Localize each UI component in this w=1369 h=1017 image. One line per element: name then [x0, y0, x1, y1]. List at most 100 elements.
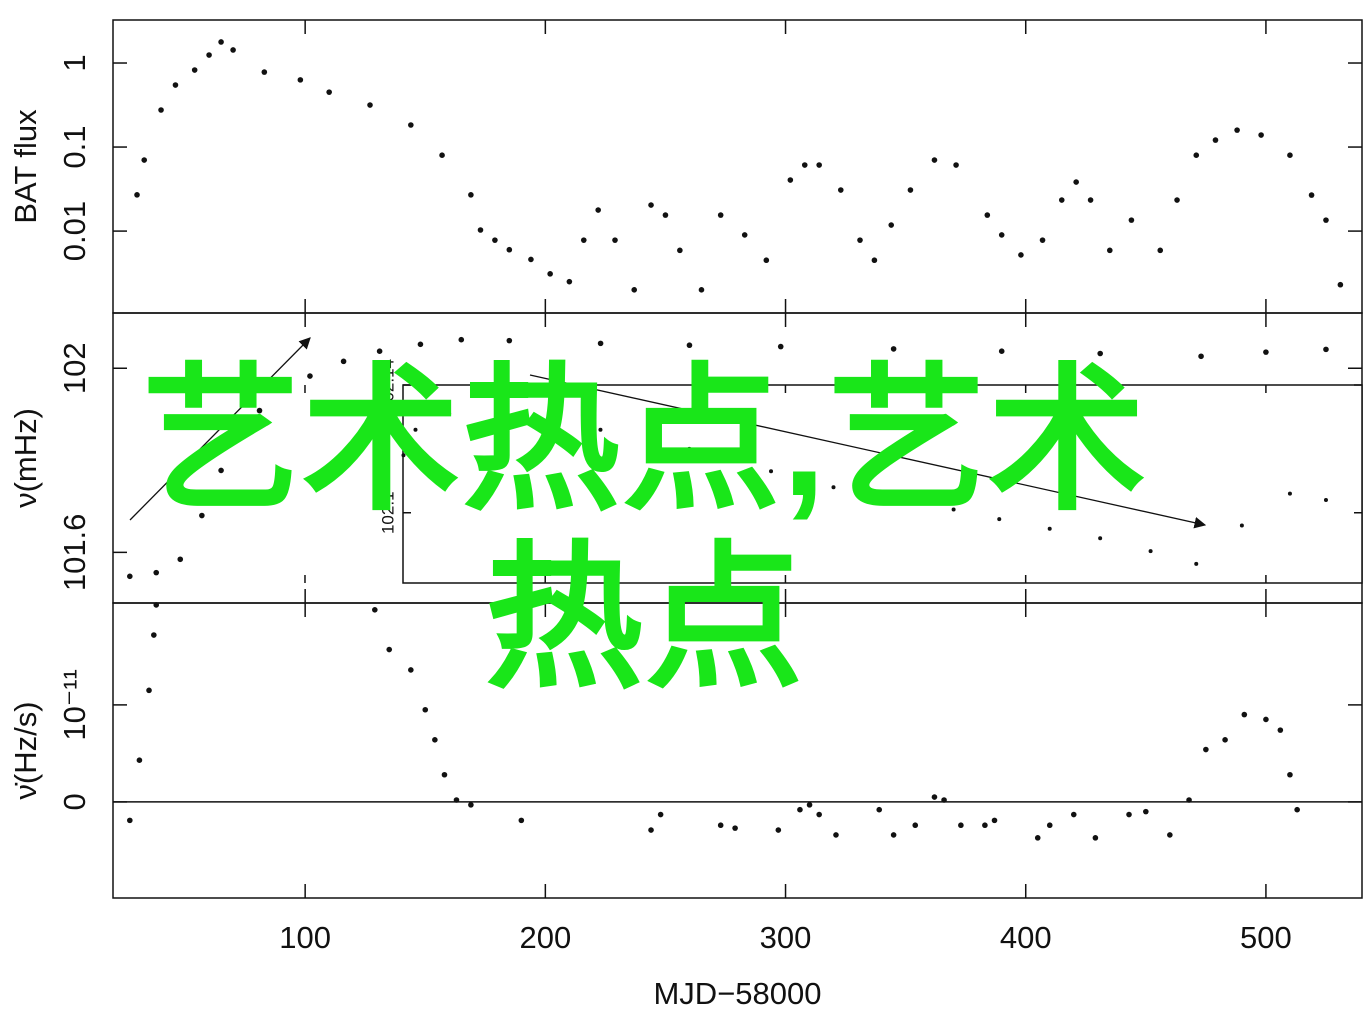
y-axis-label: ν̇(Hz/s) [8, 701, 43, 799]
data-point [1323, 497, 1328, 502]
data-point [741, 232, 748, 238]
data-point [1287, 771, 1293, 778]
data-point [890, 832, 897, 838]
y-tick-label: 102.14 [378, 359, 397, 411]
data-point [401, 453, 406, 458]
data-point [1087, 197, 1094, 203]
y-tick-label: 102.1 [378, 491, 397, 534]
data-point [806, 802, 813, 808]
data-point [857, 237, 863, 243]
data-point [801, 162, 808, 168]
data-point [597, 340, 604, 347]
data-point [1241, 711, 1248, 718]
data-point [1263, 349, 1269, 355]
x-tick-label: 100 [279, 920, 331, 955]
data-point [1034, 835, 1041, 841]
data-point [1294, 806, 1300, 813]
data-point [951, 507, 956, 512]
data-point [495, 418, 500, 423]
data-point [687, 446, 692, 451]
data-point [1263, 716, 1269, 723]
data-point [439, 152, 445, 158]
y-tick-label: 101.6 [57, 514, 92, 592]
data-point [777, 343, 784, 350]
data-point [1323, 217, 1329, 223]
data-point [898, 497, 903, 502]
data-point [797, 806, 803, 813]
data-point [595, 207, 601, 213]
data-point [413, 427, 418, 432]
data-point [468, 802, 474, 808]
data-point [686, 342, 693, 349]
data-point [422, 706, 429, 713]
data-point [172, 82, 179, 88]
data-point [453, 797, 460, 803]
y-tick-label: 0 [57, 793, 92, 810]
data-point [991, 817, 998, 824]
plot-frame [112, 602, 1363, 899]
data-point [1073, 179, 1079, 185]
data-point [1323, 346, 1329, 353]
data-point [1193, 152, 1200, 158]
data-point [386, 646, 393, 653]
data-point [763, 257, 770, 264]
data-point [376, 348, 383, 355]
y-tick-label: 102 [57, 342, 92, 394]
data-point [477, 227, 484, 233]
data-point [566, 278, 573, 285]
data-point [1277, 727, 1284, 733]
plot-frame [402, 384, 1363, 584]
data-point [1126, 811, 1132, 818]
data-point [1222, 737, 1228, 743]
data-point [998, 232, 1005, 238]
data-point [218, 39, 224, 45]
data-point [1287, 491, 1292, 496]
data-point [127, 573, 133, 580]
arrow [529, 374, 1207, 529]
data-point [1047, 526, 1052, 531]
data-point [769, 469, 774, 474]
data-point [492, 237, 498, 243]
data-point [953, 162, 959, 168]
data-point [1143, 808, 1149, 815]
y-axis-label: ν(mHz) [8, 408, 43, 508]
data-point [468, 192, 474, 198]
data-point [907, 187, 914, 193]
data-point [732, 825, 738, 831]
data-point [888, 222, 895, 228]
data-point [506, 337, 513, 344]
data-point [816, 162, 822, 168]
data-point [1337, 281, 1344, 288]
data-point [698, 287, 705, 293]
data-point [153, 569, 160, 576]
data-point [528, 256, 534, 263]
x-tick-label: 300 [760, 920, 812, 955]
y-tick-label: 10⁻¹¹ [57, 669, 92, 741]
data-point [787, 177, 794, 183]
data-point [1186, 797, 1192, 803]
x-tick-label: 200 [519, 920, 571, 955]
data-point [775, 827, 782, 833]
data-point [261, 69, 268, 75]
data-point [1174, 197, 1180, 203]
plot-frame [112, 19, 1363, 314]
data-point [141, 157, 148, 163]
y-tick-label: 1 [57, 54, 92, 71]
data-point [1098, 536, 1103, 541]
data-point [1128, 217, 1135, 223]
x-tick-label: 400 [1000, 920, 1052, 955]
data-point [941, 797, 947, 803]
data-point [1018, 252, 1024, 258]
data-point [871, 257, 878, 264]
overlay-text: 艺术热点,艺术热点 [142, 353, 1148, 707]
data-point [237, 434, 244, 441]
data-point [191, 67, 198, 73]
data-point [662, 212, 669, 218]
data-point [518, 817, 525, 824]
data-point [931, 157, 938, 163]
data-point [717, 822, 724, 829]
data-point [997, 517, 1002, 522]
data-point [984, 212, 991, 218]
